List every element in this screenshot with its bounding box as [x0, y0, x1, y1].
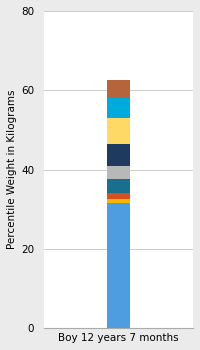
Bar: [107, 203, 130, 328]
Bar: [107, 118, 130, 144]
Y-axis label: Percentile Weight in Kilograms: Percentile Weight in Kilograms: [7, 90, 17, 249]
Bar: [107, 166, 130, 180]
Bar: [107, 180, 130, 193]
Bar: [107, 193, 130, 199]
Bar: [107, 199, 130, 203]
Bar: [107, 80, 130, 98]
Bar: [107, 144, 130, 166]
Bar: [107, 98, 130, 118]
